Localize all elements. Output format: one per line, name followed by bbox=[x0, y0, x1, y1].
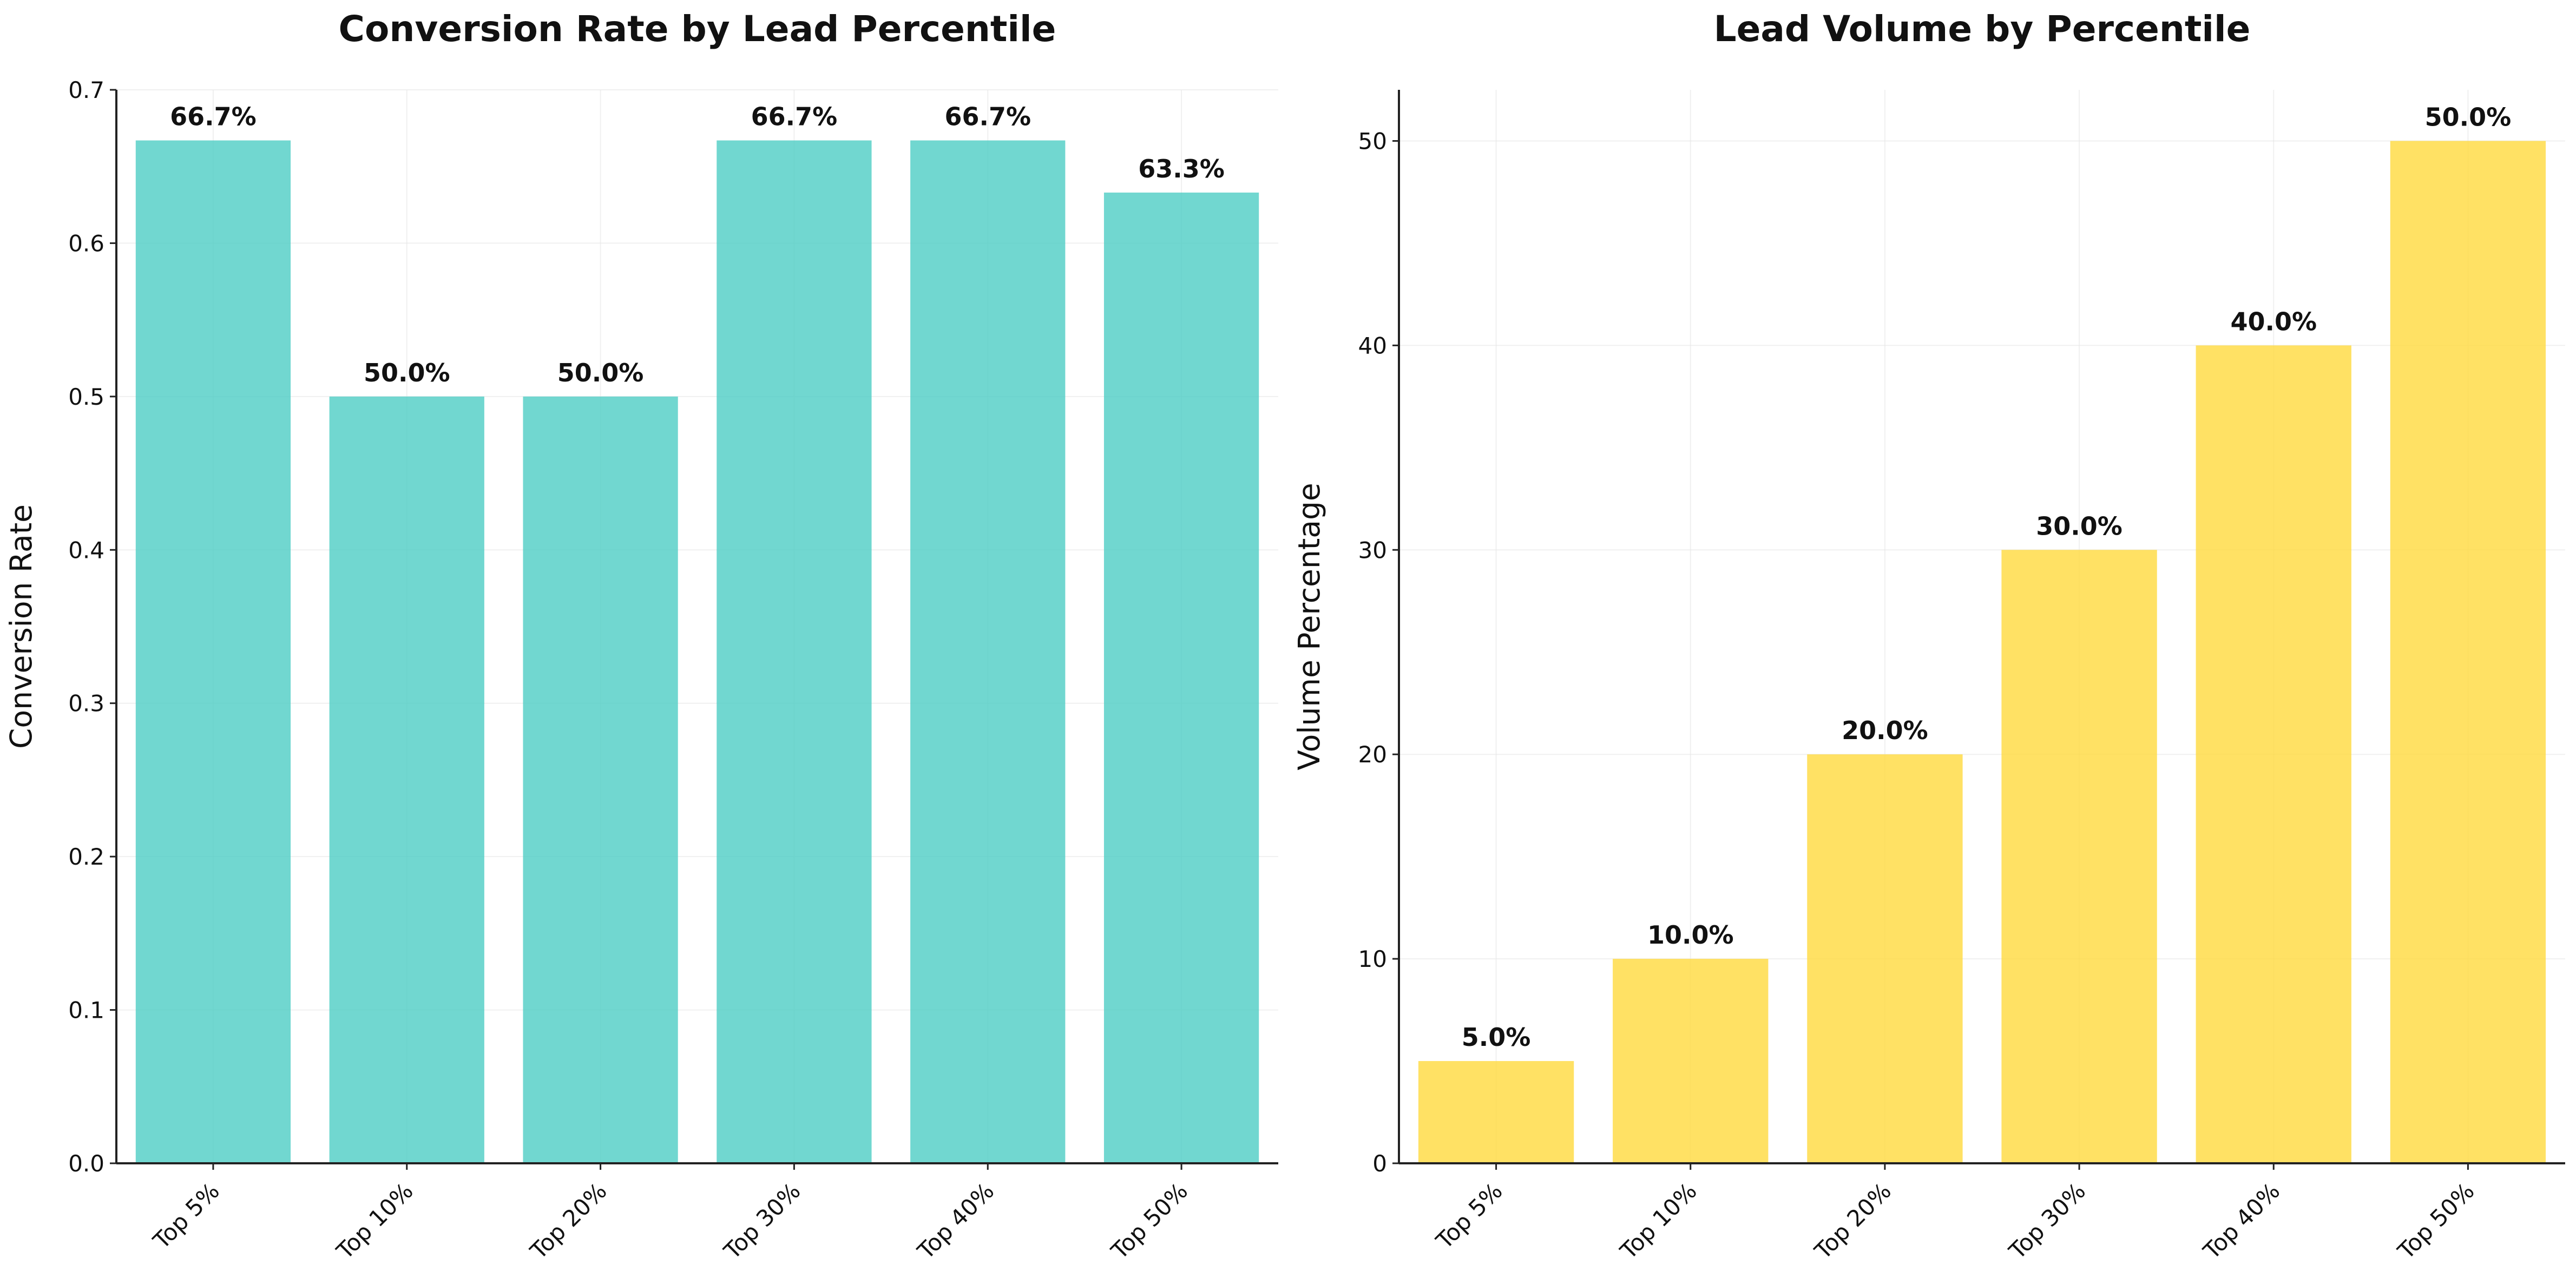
left-data-label: 66.7% bbox=[944, 102, 1031, 131]
left-bar bbox=[523, 396, 678, 1163]
left-bar bbox=[329, 396, 484, 1163]
left-y-tick-label: 0.2 bbox=[68, 844, 104, 870]
right-data-label: 50.0% bbox=[2425, 102, 2512, 131]
right-bar bbox=[2196, 345, 2351, 1163]
left-x-tick-label: Top 5% bbox=[148, 1177, 225, 1254]
left-data-label: 66.7% bbox=[170, 102, 257, 131]
right-data-label: 30.0% bbox=[2036, 511, 2122, 541]
left-y-tick-label: 0.0 bbox=[68, 1150, 104, 1177]
left-data-label: 50.0% bbox=[557, 358, 644, 387]
right-y-tick-label: 10 bbox=[1358, 946, 1387, 972]
left-bar bbox=[135, 140, 291, 1163]
right-y-tick-label: 50 bbox=[1358, 128, 1387, 154]
right-data-label: 5.0% bbox=[1462, 1023, 1531, 1052]
left-bar bbox=[717, 140, 872, 1163]
right-bar bbox=[1613, 959, 1769, 1163]
left-chart-title: Conversion Rate by Lead Percentile bbox=[339, 8, 1056, 50]
right-x-tick-label: Top 5% bbox=[1431, 1177, 1508, 1254]
right-panel: 5.0% 10.0% 20.0% 30.0% 40.0% 50.0% 0 10 20 30 40 50… bbox=[1292, 8, 2565, 1264]
left-x-tick-label: Top 50% bbox=[1106, 1177, 1193, 1264]
left-y-tick-label: 0.5 bbox=[68, 384, 104, 410]
left-panel: 66.7% 50.0% 50.0% 66.7% 66.7% 63.3% 0.0 0.1 0.2 0… bbox=[4, 8, 1278, 1264]
left-y-axis-label: Conversion Rate bbox=[4, 504, 38, 749]
left-y-tick-label: 0.1 bbox=[68, 997, 104, 1024]
left-y-tick-label: 0.4 bbox=[68, 537, 104, 563]
left-x-tick-label: Top 20% bbox=[525, 1177, 612, 1264]
left-y-tick-label: 0.6 bbox=[68, 230, 104, 256]
right-bar bbox=[2390, 141, 2546, 1163]
right-x-tick-label: Top 10% bbox=[1615, 1177, 1702, 1264]
left-bar bbox=[910, 140, 1066, 1163]
left-x-tick-label: Top 40% bbox=[912, 1177, 999, 1264]
left-data-label: 66.7% bbox=[751, 102, 838, 131]
right-y-axis-label: Volume Percentage bbox=[1292, 483, 1326, 770]
left-y-tick-label: 0.7 bbox=[68, 77, 104, 103]
right-bar bbox=[1807, 754, 1963, 1163]
left-bar bbox=[1103, 192, 1259, 1163]
right-chart-title: Lead Volume by Percentile bbox=[1714, 8, 2251, 50]
right-x-tick-label: Top 50% bbox=[2393, 1177, 2480, 1264]
right-y-tick-label: 20 bbox=[1358, 741, 1387, 768]
right-x-tick-label: Top 40% bbox=[2198, 1177, 2285, 1264]
right-bar bbox=[2001, 550, 2157, 1164]
right-x-tick-label: Top 30% bbox=[2003, 1177, 2091, 1264]
right-data-label: 10.0% bbox=[1647, 920, 1734, 950]
left-y-tick-label: 0.3 bbox=[68, 690, 104, 717]
left-x-tick-label: Top 30% bbox=[719, 1177, 806, 1264]
right-data-label: 40.0% bbox=[2230, 307, 2317, 336]
left-data-label: 50.0% bbox=[364, 358, 450, 387]
left-x-tick-label: Top 10% bbox=[331, 1177, 418, 1264]
right-y-tick-label: 0 bbox=[1372, 1150, 1387, 1177]
right-bar bbox=[1418, 1061, 1574, 1163]
right-x-tick-label: Top 20% bbox=[1809, 1177, 1896, 1264]
right-y-tick-label: 40 bbox=[1358, 332, 1387, 359]
right-data-label: 20.0% bbox=[1842, 716, 1928, 745]
left-data-label: 63.3% bbox=[1138, 154, 1225, 183]
right-y-tick-label: 30 bbox=[1358, 537, 1387, 563]
